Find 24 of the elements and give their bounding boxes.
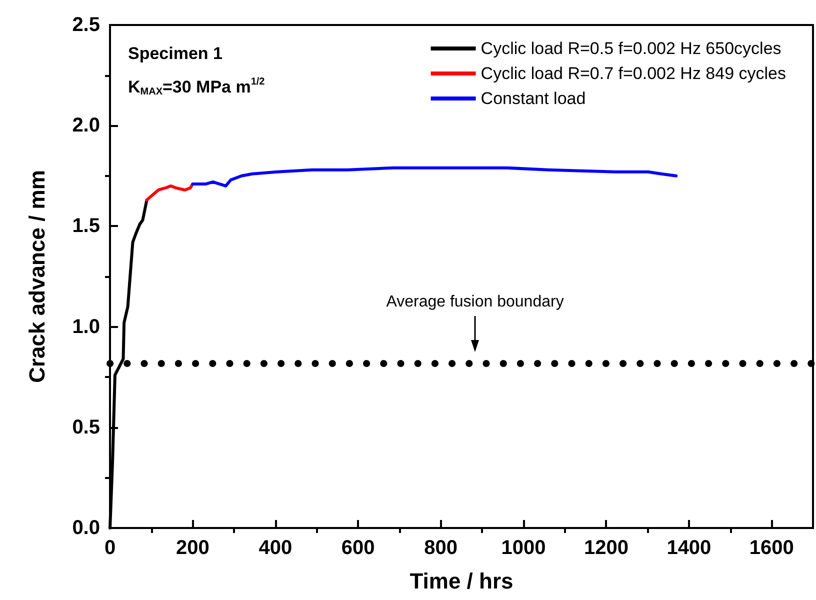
y-axis-title: Crack advance / mm [24, 170, 50, 383]
x-tick-label: 800 [424, 537, 458, 559]
x-tick-label: 1000 [501, 537, 546, 559]
x-tick-label: 200 [176, 537, 210, 559]
x-tick-label: 1600 [749, 537, 794, 559]
y-tick-label: 2.5 [72, 14, 100, 36]
annotation: Average fusion boundary [386, 294, 564, 310]
x-axis-title: Time / hrs [410, 568, 514, 594]
y-tick-label: 1.0 [72, 316, 100, 338]
line-series [191, 166, 678, 188]
x-tick-label: 400 [258, 537, 292, 559]
x-tick-label: 1200 [584, 537, 628, 559]
y-tick-label: 1.5 [72, 215, 100, 238]
legend-label: Cyclic load R=0.7 f=0.002 Hz 849 cycles [480, 64, 786, 83]
x-tick-label: 1400 [666, 537, 712, 559]
x-tick-label: 600 [341, 537, 375, 559]
y-tick-label: 0.5 [72, 416, 100, 438]
line-series [145, 182, 194, 202]
y-tick-label: 2.0 [72, 114, 100, 137]
y-tick-label: 0.0 [72, 517, 100, 539]
annotation: Specimen 1 [128, 44, 222, 63]
x-tick-label: 0 [104, 537, 116, 559]
legend-label: Cyclic load R=0.5 f=0.002 Hz 650cycles [480, 39, 782, 58]
legend-label: Constant load [480, 89, 586, 108]
